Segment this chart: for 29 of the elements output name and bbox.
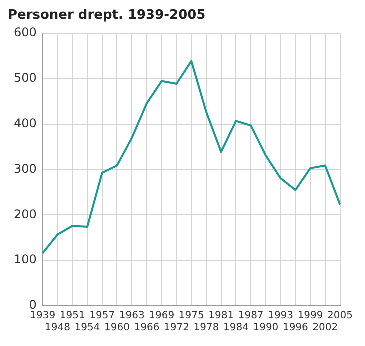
- y-tick-label: 300: [14, 162, 37, 176]
- x-tick-label: 1972: [164, 322, 190, 334]
- x-tick-label: 1963: [119, 310, 145, 322]
- y-tick-label: 500: [14, 71, 37, 86]
- chart-title: Personer drept. 1939-2005: [8, 8, 206, 24]
- y-tick-label: 0: [29, 298, 37, 312]
- x-tick-label: 1990: [253, 322, 279, 334]
- x-tick-label: 1969: [149, 310, 175, 322]
- y-tick-label: 100: [14, 252, 37, 267]
- x-tick-label: 1975: [178, 310, 204, 322]
- x-tick-label: 1966: [134, 322, 160, 334]
- x-tick-label: 1948: [45, 322, 70, 334]
- x-tick-label: 2002: [312, 322, 338, 334]
- x-tick-label: 1993: [268, 310, 294, 322]
- x-tick-label: 1981: [208, 310, 234, 322]
- x-tick-label: 2005: [328, 310, 353, 322]
- x-tick-label: 1954: [74, 322, 100, 334]
- y-tick-label: 200: [14, 207, 37, 222]
- x-tick-label: 1957: [90, 310, 116, 322]
- x-tick-label: 1960: [104, 322, 130, 334]
- y-tick-label: 600: [14, 26, 37, 40]
- x-tick-label: 1984: [223, 322, 249, 334]
- x-tick-label: 1951: [60, 310, 86, 322]
- y-tick-label: 400: [14, 116, 37, 131]
- x-tick-label: 1987: [238, 310, 264, 322]
- x-tick-label: 1939: [30, 310, 56, 322]
- x-tick-label: 1978: [194, 322, 220, 334]
- x-tick-label: 1996: [282, 322, 308, 334]
- x-tick-label: 1999: [298, 310, 324, 322]
